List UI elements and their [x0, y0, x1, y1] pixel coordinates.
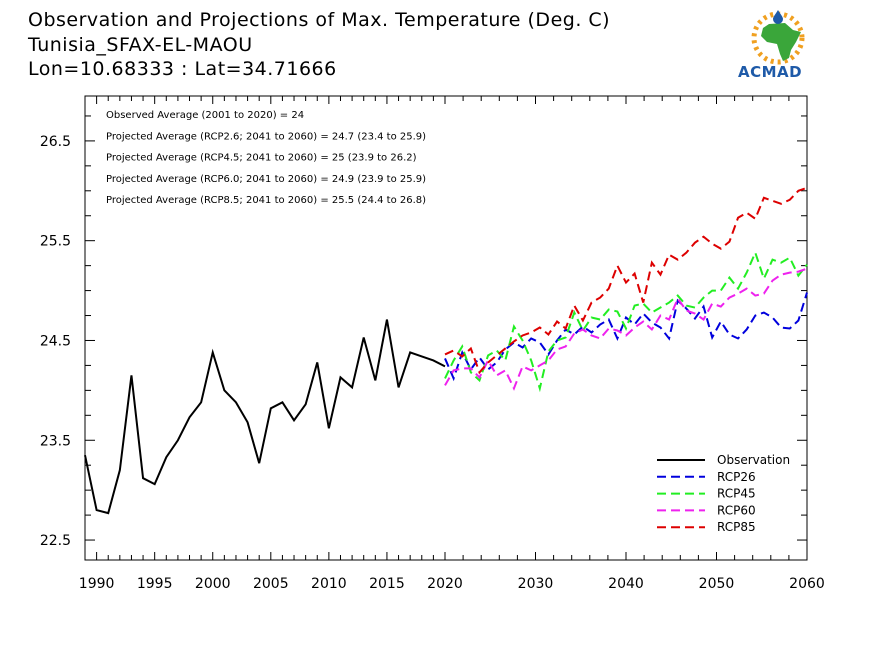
x-tick-label: 2000: [195, 576, 231, 592]
chart-title: Observation and Projections of Max. Temp…: [28, 9, 611, 31]
x-tick-label: 2060: [789, 576, 825, 592]
legend-label: RCP45: [717, 487, 756, 501]
x-tick-label: 1990: [79, 576, 115, 592]
legend-label: Observation: [717, 453, 790, 467]
y-tick-label: 23.5: [40, 433, 71, 449]
series-line-rcp26: [444, 292, 808, 382]
legend-label: RCP85: [717, 520, 756, 534]
water-drop-icon: [773, 10, 783, 24]
africa-map-icon: [761, 23, 801, 61]
stat-annotation: Projected Average (RCP6.0; 2041 to 2060)…: [106, 174, 426, 185]
stat-annotation: Projected Average (RCP2.6; 2041 to 2060)…: [106, 131, 426, 142]
acmad-logo: [751, 10, 805, 65]
y-tick-label: 26.5: [40, 134, 71, 150]
x-tick-label: 2030: [518, 576, 554, 592]
legend-label: RCP26: [717, 470, 756, 484]
series-line-rcp45: [444, 249, 808, 393]
stat-annotation: Observed Average (2001 to 2020) = 24: [106, 110, 304, 121]
x-tick-label: 2015: [369, 576, 405, 592]
stat-annotation: Projected Average (RCP8.5; 2041 to 2060)…: [106, 195, 426, 206]
x-tick-label: 2050: [699, 576, 735, 592]
y-tick-label: 22.5: [40, 533, 71, 549]
x-tick-label: 2005: [253, 576, 289, 592]
series-line-observation: [84, 319, 446, 515]
x-tick-label: 2010: [311, 576, 347, 592]
legend-label: RCP60: [717, 503, 756, 517]
series-line-rcp60: [444, 267, 808, 391]
x-tick-label: 2020: [427, 576, 463, 592]
station-coordinates: Lon=10.68333 : Lat=34.71666: [28, 58, 337, 80]
x-tick-label: 2040: [608, 576, 644, 592]
y-tick-label: 24.5: [40, 333, 71, 349]
x-tick-label: 1995: [137, 576, 173, 592]
plot-frame: [84, 95, 808, 561]
station-name: Tunisia_SFAX-EL-MAOU: [28, 34, 253, 56]
y-tick-label: 25.5: [40, 234, 71, 250]
logo-text: ACMAD: [738, 63, 803, 81]
series-line-rcp85: [444, 186, 808, 375]
stat-annotation: Projected Average (RCP4.5; 2041 to 2060)…: [106, 153, 417, 164]
